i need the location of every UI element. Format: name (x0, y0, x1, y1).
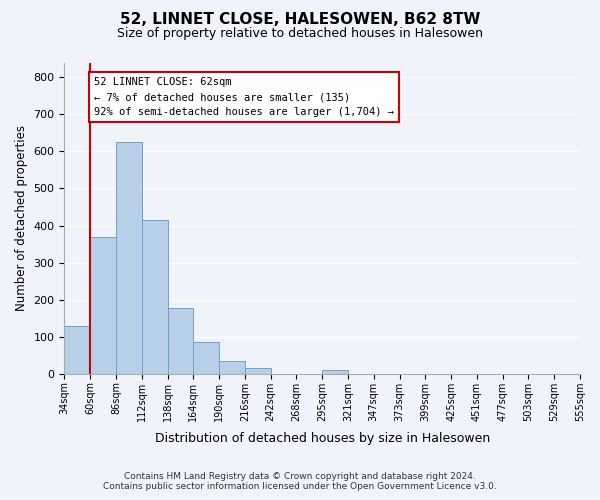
Bar (90, 236, 116, 374)
Bar (245, 368, 271, 374)
Text: 52 LINNET CLOSE: 62sqm
← 7% of detached houses are smaller (135)
92% of semi-det: 52 LINNET CLOSE: 62sqm ← 7% of detached … (94, 78, 394, 117)
Bar (64, 326, 90, 374)
Bar (193, 342, 219, 374)
Bar (322, 370, 348, 374)
Y-axis label: Number of detached properties: Number of detached properties (15, 125, 28, 311)
Bar (116, 142, 142, 374)
X-axis label: Distribution of detached houses by size in Halesowen: Distribution of detached houses by size … (155, 432, 490, 445)
Text: Size of property relative to detached houses in Halesowen: Size of property relative to detached ho… (117, 28, 483, 40)
Bar (142, 220, 167, 374)
Text: Contains HM Land Registry data © Crown copyright and database right 2024.
Contai: Contains HM Land Registry data © Crown c… (103, 472, 497, 491)
Text: 52, LINNET CLOSE, HALESOWEN, B62 8TW: 52, LINNET CLOSE, HALESOWEN, B62 8TW (120, 12, 480, 28)
Bar (219, 361, 245, 374)
Bar (167, 308, 193, 374)
